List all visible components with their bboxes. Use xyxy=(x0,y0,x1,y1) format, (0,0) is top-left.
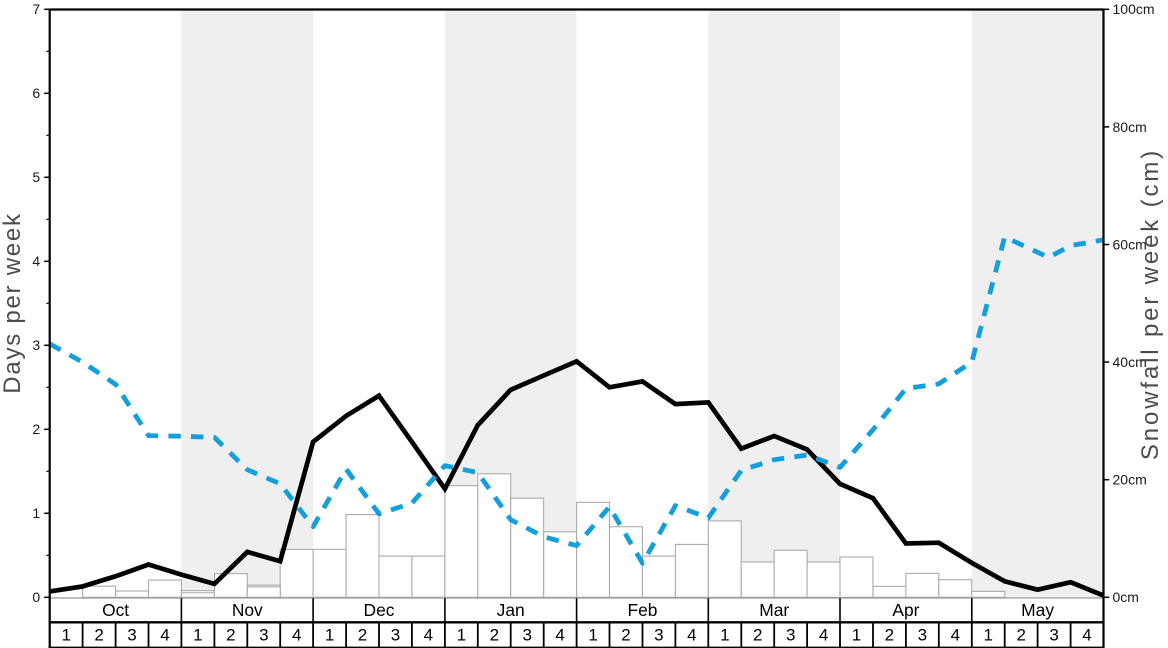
svg-text:4: 4 xyxy=(292,626,301,645)
svg-text:4: 4 xyxy=(424,626,433,645)
svg-text:2: 2 xyxy=(226,626,235,645)
svg-text:6: 6 xyxy=(32,85,40,101)
svg-text:3: 3 xyxy=(1049,626,1058,645)
svg-text:2: 2 xyxy=(94,626,103,645)
svg-text:Dec: Dec xyxy=(364,600,395,620)
svg-text:Snowfall per week (cm): Snowfall per week (cm) xyxy=(1137,148,1164,460)
svg-text:Nov: Nov xyxy=(232,600,263,620)
svg-text:0cm: 0cm xyxy=(1113,589,1139,605)
svg-text:1: 1 xyxy=(457,626,466,645)
svg-text:2: 2 xyxy=(753,626,762,645)
svg-text:3: 3 xyxy=(654,626,663,645)
svg-text:May: May xyxy=(1021,600,1054,620)
svg-text:4: 4 xyxy=(1082,626,1091,645)
svg-text:2: 2 xyxy=(358,626,367,645)
svg-text:3: 3 xyxy=(918,626,927,645)
svg-text:4: 4 xyxy=(32,253,40,269)
svg-text:1: 1 xyxy=(852,626,861,645)
svg-text:2: 2 xyxy=(32,421,40,437)
svg-text:1: 1 xyxy=(32,505,40,521)
svg-text:60cm: 60cm xyxy=(1113,236,1147,252)
svg-text:Mar: Mar xyxy=(759,600,789,620)
svg-text:4: 4 xyxy=(555,626,564,645)
svg-text:1: 1 xyxy=(193,626,202,645)
svg-text:4: 4 xyxy=(687,626,696,645)
svg-text:5: 5 xyxy=(32,169,40,185)
svg-text:3: 3 xyxy=(786,626,795,645)
svg-text:20cm: 20cm xyxy=(1113,472,1147,488)
svg-text:3: 3 xyxy=(32,337,40,353)
svg-text:1: 1 xyxy=(983,626,992,645)
svg-text:Feb: Feb xyxy=(628,600,658,620)
svg-text:0: 0 xyxy=(32,589,40,605)
svg-text:4: 4 xyxy=(160,626,169,645)
svg-text:1: 1 xyxy=(325,626,334,645)
svg-text:2: 2 xyxy=(621,626,630,645)
svg-text:Apr: Apr xyxy=(892,600,919,620)
svg-text:2: 2 xyxy=(885,626,894,645)
svg-text:100cm: 100cm xyxy=(1113,1,1155,17)
svg-text:1: 1 xyxy=(61,626,70,645)
svg-text:1: 1 xyxy=(588,626,597,645)
svg-text:Oct: Oct xyxy=(102,600,129,620)
svg-text:7: 7 xyxy=(32,1,40,17)
svg-text:4: 4 xyxy=(951,626,960,645)
svg-text:3: 3 xyxy=(391,626,400,645)
svg-text:4: 4 xyxy=(819,626,828,645)
svg-text:2: 2 xyxy=(1016,626,1025,645)
svg-text:Days per week: Days per week xyxy=(0,212,26,393)
svg-text:3: 3 xyxy=(127,626,136,645)
svg-text:1: 1 xyxy=(720,626,729,645)
svg-text:Jan: Jan xyxy=(497,600,525,620)
svg-text:3: 3 xyxy=(522,626,531,645)
svg-text:3: 3 xyxy=(259,626,268,645)
svg-text:40cm: 40cm xyxy=(1113,354,1147,370)
svg-text:80cm: 80cm xyxy=(1113,119,1147,135)
svg-text:2: 2 xyxy=(490,626,499,645)
